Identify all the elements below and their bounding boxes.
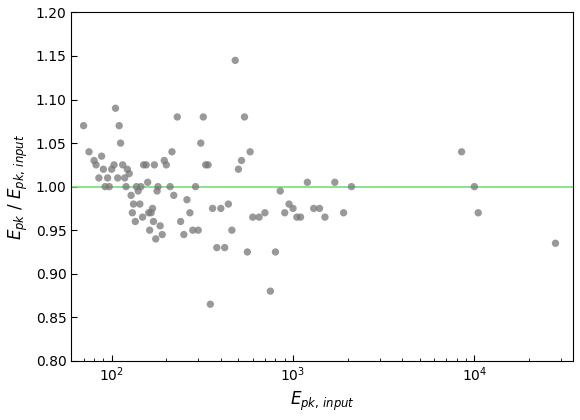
Point (129, 201, 138, 207)
Point (125, 170, 134, 177)
Point (245, 148, 255, 155)
Point (107, 166, 117, 173)
Point (198, 113, 208, 120)
Point (255, 214, 264, 220)
Point (234, 166, 243, 173)
Point (284, 201, 293, 207)
Point (128, 210, 137, 216)
X-axis label: $E_{pk,\,input}$: $E_{pk,\,input}$ (290, 390, 354, 413)
Point (206, 301, 215, 307)
Point (276, 188, 285, 194)
Point (185, 210, 194, 216)
Point (196, 140, 205, 147)
Point (97, 153, 106, 160)
Point (118, 162, 128, 168)
Point (309, 205, 318, 212)
Point (151, 236, 161, 242)
Point (94, 175, 103, 181)
Point (133, 188, 143, 194)
Point (158, 231, 167, 238)
Point (220, 244, 229, 251)
Point (201, 162, 211, 168)
Point (551, 240, 560, 247)
Y-axis label: $E_{pk}$ / $E_{pk,\,input}$: $E_{pk}$ / $E_{pk,\,input}$ (7, 134, 30, 240)
Point (212, 244, 222, 251)
Point (303, 179, 312, 186)
Point (143, 179, 153, 186)
Point (139, 162, 148, 168)
Point (315, 205, 324, 212)
Point (132, 183, 141, 190)
Point (103, 175, 113, 181)
Point (155, 223, 165, 229)
Point (145, 227, 154, 234)
Point (173, 113, 182, 120)
Point (237, 157, 246, 164)
Point (126, 192, 136, 199)
Point (288, 205, 298, 212)
Point (147, 210, 156, 216)
Point (216, 205, 226, 212)
Point (248, 214, 258, 220)
Point (292, 214, 302, 220)
Point (191, 183, 200, 190)
Point (142, 162, 151, 168)
Point (148, 205, 157, 212)
Point (79, 122, 88, 129)
Point (111, 105, 120, 112)
Point (242, 249, 252, 255)
Point (330, 179, 339, 186)
Point (176, 218, 185, 225)
Point (100, 183, 110, 190)
Point (266, 288, 275, 294)
Point (182, 196, 191, 203)
Point (165, 183, 175, 190)
Point (150, 162, 159, 168)
Point (194, 227, 203, 234)
Point (320, 214, 329, 220)
Point (347, 183, 356, 190)
Point (204, 162, 213, 168)
Point (231, 57, 240, 64)
Point (169, 192, 179, 199)
Point (162, 162, 171, 168)
Point (167, 148, 176, 155)
Point (224, 201, 233, 207)
Point (144, 210, 153, 216)
Point (113, 175, 122, 181)
Point (470, 183, 479, 190)
Point (120, 175, 129, 181)
Point (188, 227, 197, 234)
Point (84, 148, 93, 155)
Point (240, 113, 249, 120)
Point (99, 166, 108, 173)
Point (104, 183, 114, 190)
Point (296, 214, 305, 220)
Point (136, 183, 146, 190)
Point (474, 210, 483, 216)
Point (89, 157, 99, 164)
Point (457, 148, 466, 155)
Point (208, 205, 217, 212)
Point (116, 140, 125, 147)
Point (130, 218, 140, 225)
Point (280, 210, 289, 216)
Point (123, 166, 132, 173)
Point (121, 183, 130, 190)
Point (153, 188, 162, 194)
Point (138, 214, 147, 220)
Point (92, 162, 101, 168)
Point (271, 249, 280, 255)
Point (149, 218, 158, 225)
Point (153, 183, 162, 190)
Point (135, 201, 144, 207)
Point (160, 157, 169, 164)
Point (227, 227, 237, 234)
Point (110, 162, 119, 168)
Point (114, 122, 124, 129)
Point (260, 210, 270, 216)
Point (339, 210, 348, 216)
Point (179, 231, 188, 238)
